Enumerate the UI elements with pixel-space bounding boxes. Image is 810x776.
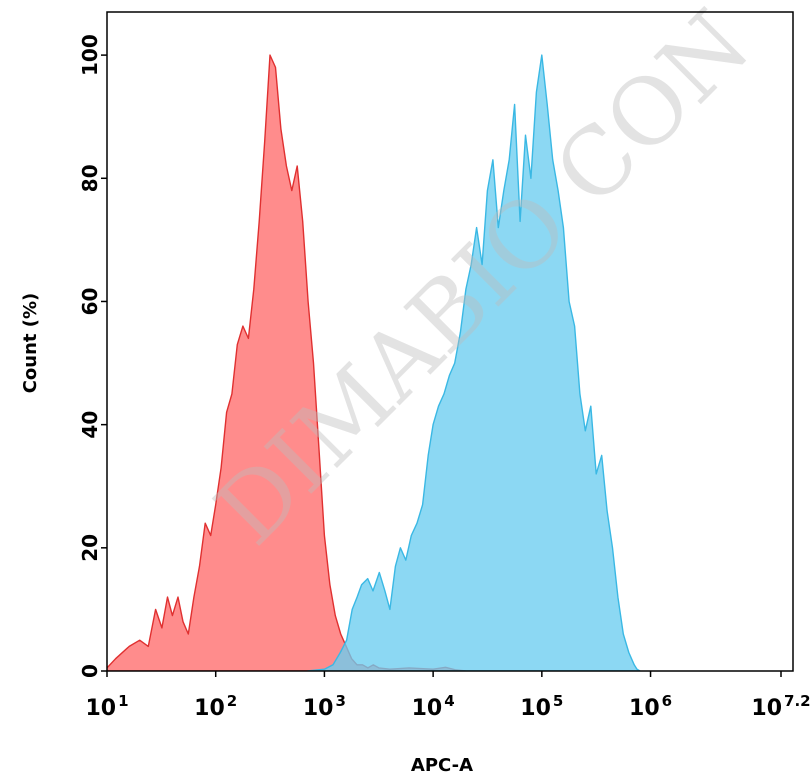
y-tick-label: 80 bbox=[78, 164, 102, 192]
x-tick-label: 10 5 bbox=[520, 692, 563, 721]
axes-layer: 0 20 40 60 80 100 10 1 10 2 10 3 10 4 10 5 10 6 10 7.2 bbox=[78, 11, 810, 721]
series-layer bbox=[107, 54, 641, 671]
histogram-series-2 bbox=[306, 54, 641, 671]
x-tick-label: 10 3 bbox=[303, 692, 346, 721]
y-tick-label: 60 bbox=[78, 288, 102, 316]
x-tick-label: 10 1 bbox=[85, 692, 128, 721]
y-tick-label: 20 bbox=[78, 534, 102, 562]
y-axis-title: Count (%) bbox=[20, 293, 41, 394]
y-tick-label: 100 bbox=[78, 34, 102, 76]
x-tick-label: 10 6 bbox=[629, 692, 672, 721]
x-tick-label: 10 4 bbox=[412, 692, 455, 721]
y-tick-label: 40 bbox=[78, 411, 102, 439]
x-axis-title: APC-A bbox=[411, 755, 473, 776]
x-tick-label: 10 7.2 bbox=[751, 692, 810, 721]
plot-frame bbox=[106, 11, 794, 672]
x-tick-label: 10 2 bbox=[194, 692, 237, 721]
y-tick-label: 0 bbox=[78, 664, 102, 678]
